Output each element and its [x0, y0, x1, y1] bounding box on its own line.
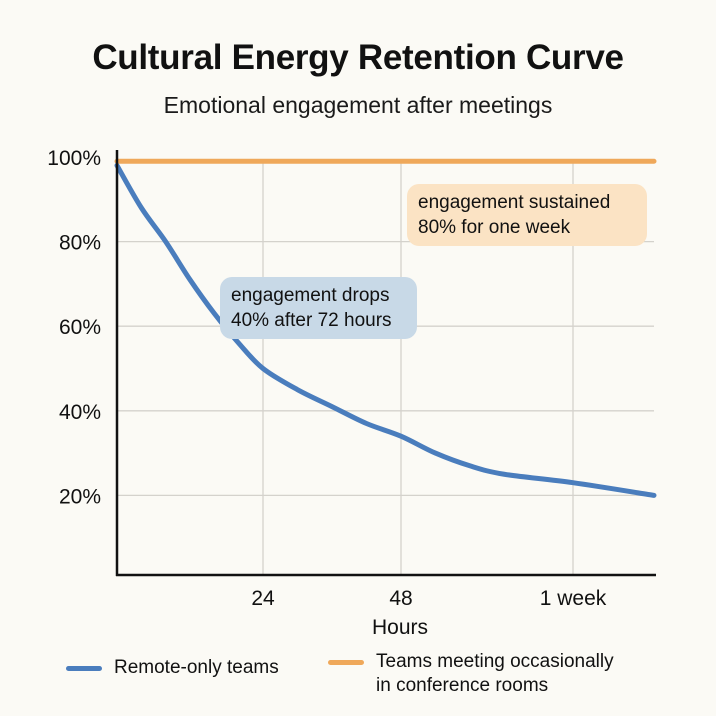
x-tick-label: 48: [389, 587, 412, 610]
annotation-line: 40% after 72 hours: [231, 310, 392, 331]
legend-item-conference: Teams meeting occasionally in conference…: [328, 650, 614, 698]
x-axis-ticks: 24 48 1 week: [251, 587, 606, 610]
legend-item-remote: Remote-only teams: [66, 656, 279, 680]
series-lines: [114, 158, 657, 498]
annotation-line: engagement drops: [231, 285, 390, 306]
annotation-line: 80% for one week: [418, 217, 571, 238]
y-tick-label: 20%: [59, 485, 101, 508]
annotation-sustained: engagement sustained 80% for one week: [407, 184, 647, 246]
grid: [117, 163, 654, 575]
legend-label: in conference rooms: [376, 675, 549, 696]
x-tick-label: 1 week: [540, 587, 607, 610]
y-axis-ticks: 100% 80% 60% 40% 20%: [47, 147, 101, 508]
legend-label: Teams meeting occasionally: [376, 651, 614, 672]
annotation-remote-drop: engagement drops 40% after 72 hours: [220, 277, 417, 339]
y-tick-label: 100%: [47, 147, 101, 170]
legend-label: Remote-only teams: [114, 657, 279, 678]
x-tick-label: 24: [251, 587, 275, 610]
legend-swatch-orange: [328, 660, 364, 665]
y-tick-label: 80%: [59, 232, 101, 255]
y-tick-label: 60%: [59, 316, 101, 339]
chart-title: Cultural Energy Retention Curve: [92, 38, 624, 77]
y-tick-label: 40%: [59, 401, 101, 424]
series-line-remote-only: [114, 162, 657, 498]
x-axis-label: Hours: [372, 616, 428, 639]
legend-swatch-blue: [66, 666, 102, 671]
chart-subtitle: Emotional engagement after meetings: [163, 92, 553, 118]
annotation-line: engagement sustained: [418, 192, 611, 213]
